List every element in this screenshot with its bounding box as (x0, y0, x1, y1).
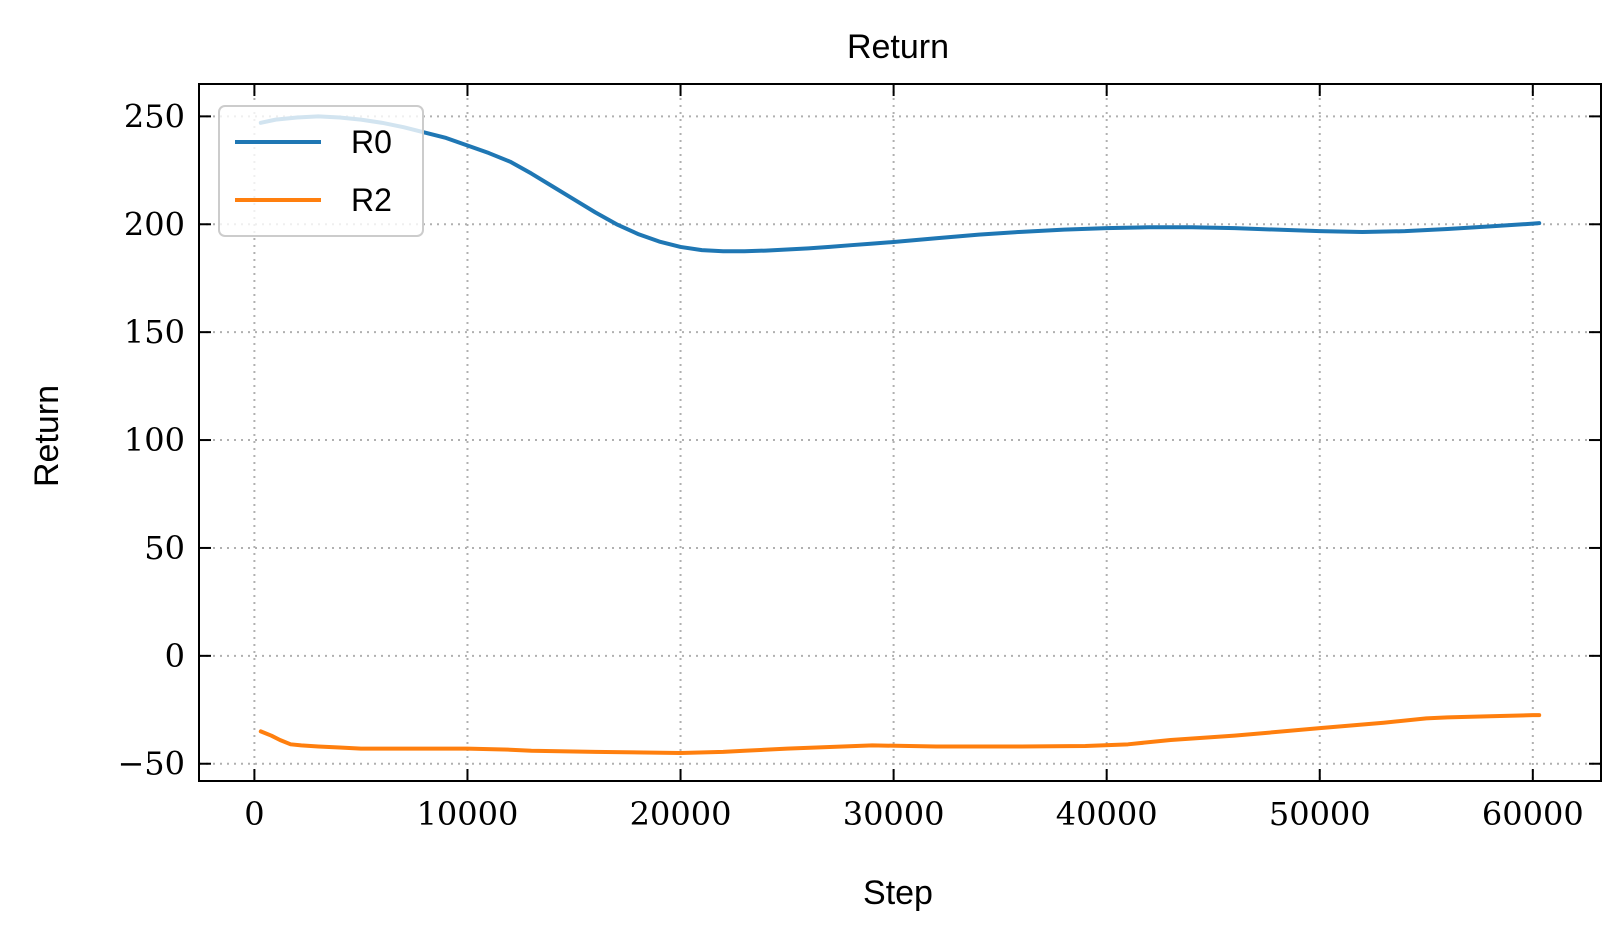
x-tick-label: 50000 (1269, 795, 1371, 833)
x-tick-label: 30000 (843, 795, 945, 833)
x-axis-label: Step (863, 874, 933, 912)
x-tick-label: 60000 (1482, 795, 1584, 833)
y-tick-label: 50 (144, 529, 185, 567)
y-tick-label: 100 (124, 421, 185, 459)
legend-label-r0: R0 (351, 124, 392, 160)
x-tick-label: 40000 (1056, 795, 1158, 833)
axes: 0 10000 20000 30000 40000 50000 60000 −50 0 50 100… (117, 83, 1602, 833)
x-tick-label: 0 (244, 795, 264, 833)
legend-box (218, 105, 424, 237)
y-tick-label: 250 (124, 97, 185, 135)
chart-title: Return (847, 28, 949, 66)
plot-frame (198, 83, 1602, 782)
y-tick-label: 150 (124, 313, 185, 351)
y-tick-label: 200 (124, 205, 185, 243)
x-tick-label: 10000 (417, 795, 519, 833)
x-tick-label: 20000 (630, 795, 732, 833)
y-axis-label: Return (28, 385, 66, 487)
grid (199, 84, 1601, 781)
series-line-r2 (258, 713, 1542, 755)
y-tick-label: −50 (117, 745, 185, 783)
legend: R0 R2 (218, 105, 424, 237)
legend-label-r2: R2 (351, 182, 392, 218)
y-tick-label: 0 (165, 637, 185, 675)
